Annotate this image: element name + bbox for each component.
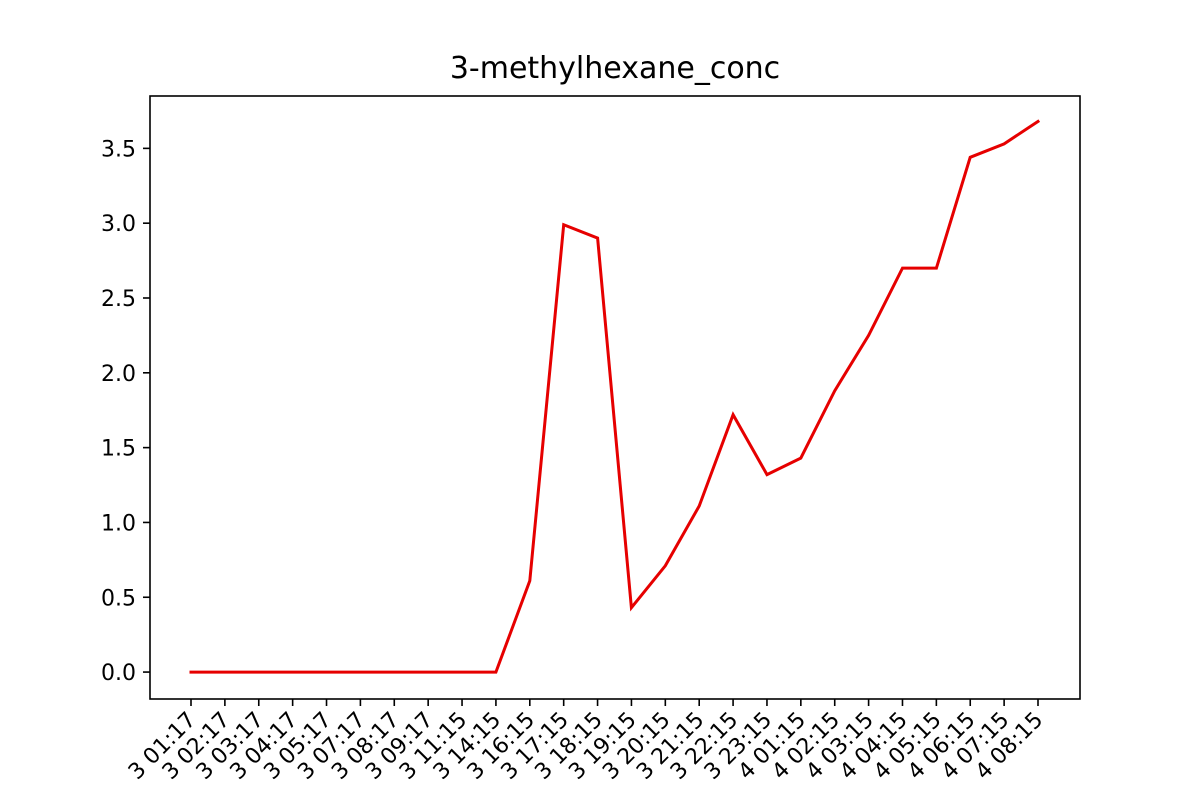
- y-tick-label: 3.0: [101, 212, 136, 237]
- y-tick-label: 0.5: [101, 586, 136, 611]
- series-line: [189, 119, 1041, 674]
- y-tick-label: 1.5: [101, 437, 136, 462]
- y-axis: 0.0 0.5 1.0 1.5 2.0 2.5 3.0 3.5: [101, 137, 150, 686]
- y-tick-label: 0.0: [101, 661, 136, 686]
- y-tick-label: 2.0: [101, 362, 136, 387]
- y-tick-label: 2.5: [101, 287, 136, 312]
- chart-title: 3-methylhexane_conc: [450, 51, 780, 86]
- y-tick-label: 1.0: [101, 511, 136, 536]
- y-tick-label: 3.5: [101, 137, 136, 162]
- series-layer: [189, 119, 1041, 674]
- plot-frame: [149, 95, 1081, 700]
- x-axis: 3 01:173 02:173 03:173 04:173 05:173 07:…: [124, 699, 1048, 785]
